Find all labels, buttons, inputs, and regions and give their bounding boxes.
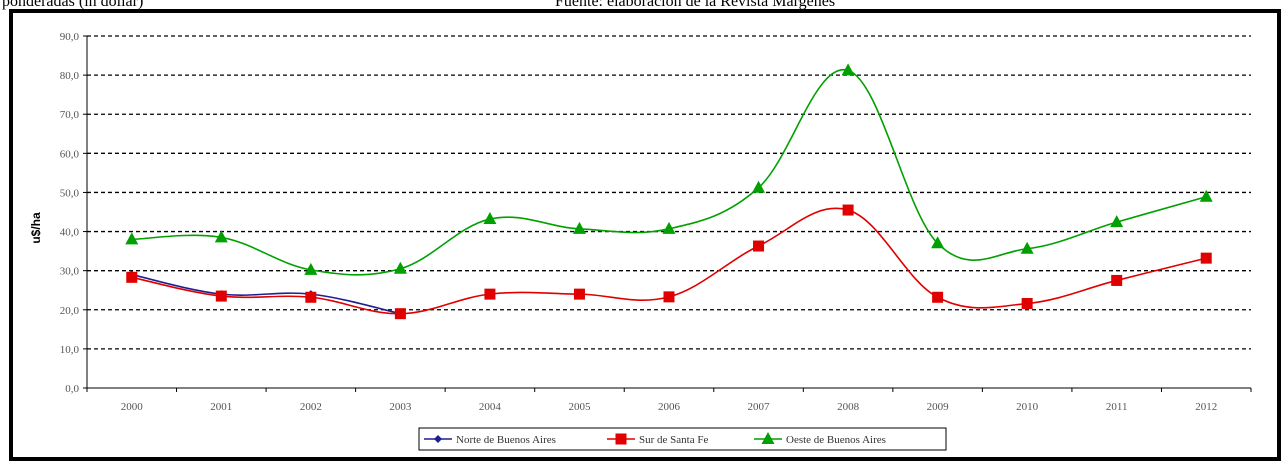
x-tick-label: 2004: [479, 401, 502, 413]
x-tick-label: 2005: [568, 401, 591, 413]
data-point: [841, 63, 855, 76]
data-point: [483, 212, 497, 225]
legend-box: [418, 427, 947, 451]
y-tick-label: 10,0: [60, 344, 80, 356]
series-1: [127, 270, 405, 318]
data-point: [125, 232, 139, 245]
legend-item: Sur de Santa Fe: [607, 433, 708, 446]
series-lines: [125, 63, 1213, 320]
y-tick-label: 30,0: [60, 266, 80, 278]
x-tick-label: 2011: [1106, 401, 1128, 413]
y-tick-label: 70,0: [60, 109, 80, 121]
y-tick-label: 0,0: [65, 383, 79, 395]
legend-label: Sur de Santa Fe: [639, 434, 708, 446]
legend-marker: [615, 433, 627, 445]
data-point: [393, 261, 407, 274]
data-point: [842, 204, 854, 216]
x-tick-label: 2000: [121, 401, 144, 413]
data-point: [572, 221, 586, 234]
series-line: [131, 273, 401, 315]
data-point: [753, 240, 765, 252]
data-point: [214, 230, 228, 243]
legend-marker: [434, 435, 442, 443]
y-tick-label: 60,0: [60, 148, 80, 160]
data-point: [1111, 274, 1123, 286]
data-point: [752, 180, 766, 193]
data-point: [126, 271, 138, 283]
data-point: [305, 291, 317, 303]
x-tick-label: 2007: [748, 401, 771, 413]
data-point: [573, 288, 585, 300]
y-tick-label: 20,0: [60, 305, 80, 317]
legend-label: Norte de Buenos Aires: [456, 434, 556, 446]
data-point: [1199, 189, 1213, 202]
caption-left: ponderadas (in dollar): [2, 0, 144, 10]
y-tick-labels: 0,0 10,0 20,0 30,0 40,0 50,0 60,0 70,0 80,0 90,0: [60, 31, 80, 395]
legend: Norte de Buenos Aires Sur de Santa Fe Oest…: [418, 427, 947, 451]
legend-label: Oeste de Buenos Aires: [786, 434, 886, 446]
data-point: [1021, 298, 1033, 310]
caption-right: Fuente: elaboración de la Revista Márgen…: [555, 0, 836, 10]
legend-marker: [761, 432, 775, 444]
data-point: [304, 262, 318, 275]
series-2: [126, 204, 1212, 320]
data-point: [394, 308, 406, 320]
x-tick-label: 2002: [300, 401, 322, 413]
data-point: [1020, 241, 1034, 254]
y-tick-label: 40,0: [60, 227, 80, 239]
data-point: [1200, 252, 1212, 264]
x-tick-label: 2012: [1195, 401, 1217, 413]
series-3: [125, 63, 1213, 276]
data-point: [932, 291, 944, 303]
data-point: [931, 236, 945, 249]
data-point: [215, 290, 227, 302]
y-tick-label: 80,0: [60, 70, 80, 82]
x-tick-label: 2008: [837, 401, 860, 413]
x-tick-label: 2001: [210, 401, 232, 413]
x-tick-label: 2003: [389, 401, 412, 413]
x-tick-label: 2009: [927, 401, 950, 413]
y-tick-label: 90,0: [60, 31, 80, 43]
data-point: [662, 221, 676, 234]
data-point: [663, 291, 675, 303]
legend-item: Norte de Buenos Aires: [424, 434, 556, 446]
gridlines: [87, 35, 1251, 350]
axes: [83, 35, 1252, 392]
data-point: [484, 288, 496, 300]
y-axis-label: u$/ha: [29, 212, 43, 244]
y-tick-label: 50,0: [60, 187, 80, 199]
legend-item: Oeste de Buenos Aires: [754, 432, 886, 446]
x-tick-label: 2010: [1016, 401, 1039, 413]
series-line: [131, 69, 1207, 276]
x-tick-label: 2006: [658, 401, 681, 413]
x-tick-labels: 2000 2001 2002 2003 2004 2005 2006 2007 2008 2009…: [121, 401, 1217, 413]
data-point: [1110, 215, 1124, 228]
